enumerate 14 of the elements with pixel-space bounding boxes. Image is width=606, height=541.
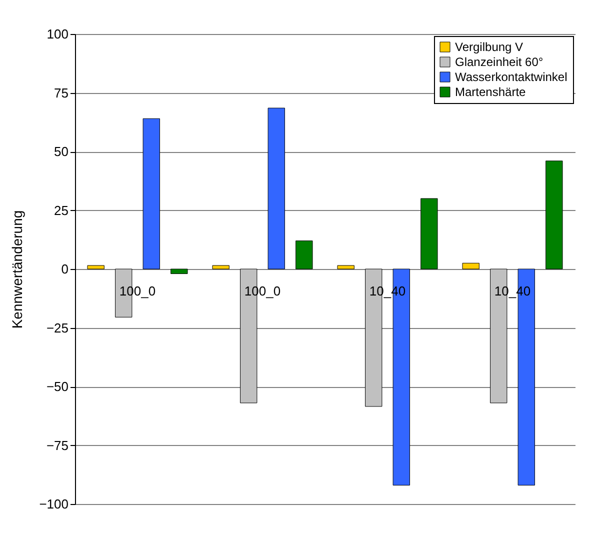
y-axis-title: Kennwertänderung [9,210,26,329]
y-tick-label: 50 [54,144,68,159]
legend-label: Glanzeinheit 60° [455,55,544,69]
y-tick-label: 75 [54,85,68,100]
legend-label: Martenshärte [455,85,526,99]
y-tick-label: −50 [46,379,68,394]
y-tick-label: −25 [46,320,68,336]
legend-label: Vergilbung V [455,40,524,54]
legend-label: Wasserkontaktwinkel [455,70,568,84]
y-tick-label: 0 [61,262,68,276]
y-tick-label: −75 [46,438,68,453]
y-tick-label: 25 [54,202,68,218]
y-tick-label: 100 [46,26,68,42]
y-tick-label: −100 [39,496,68,512]
